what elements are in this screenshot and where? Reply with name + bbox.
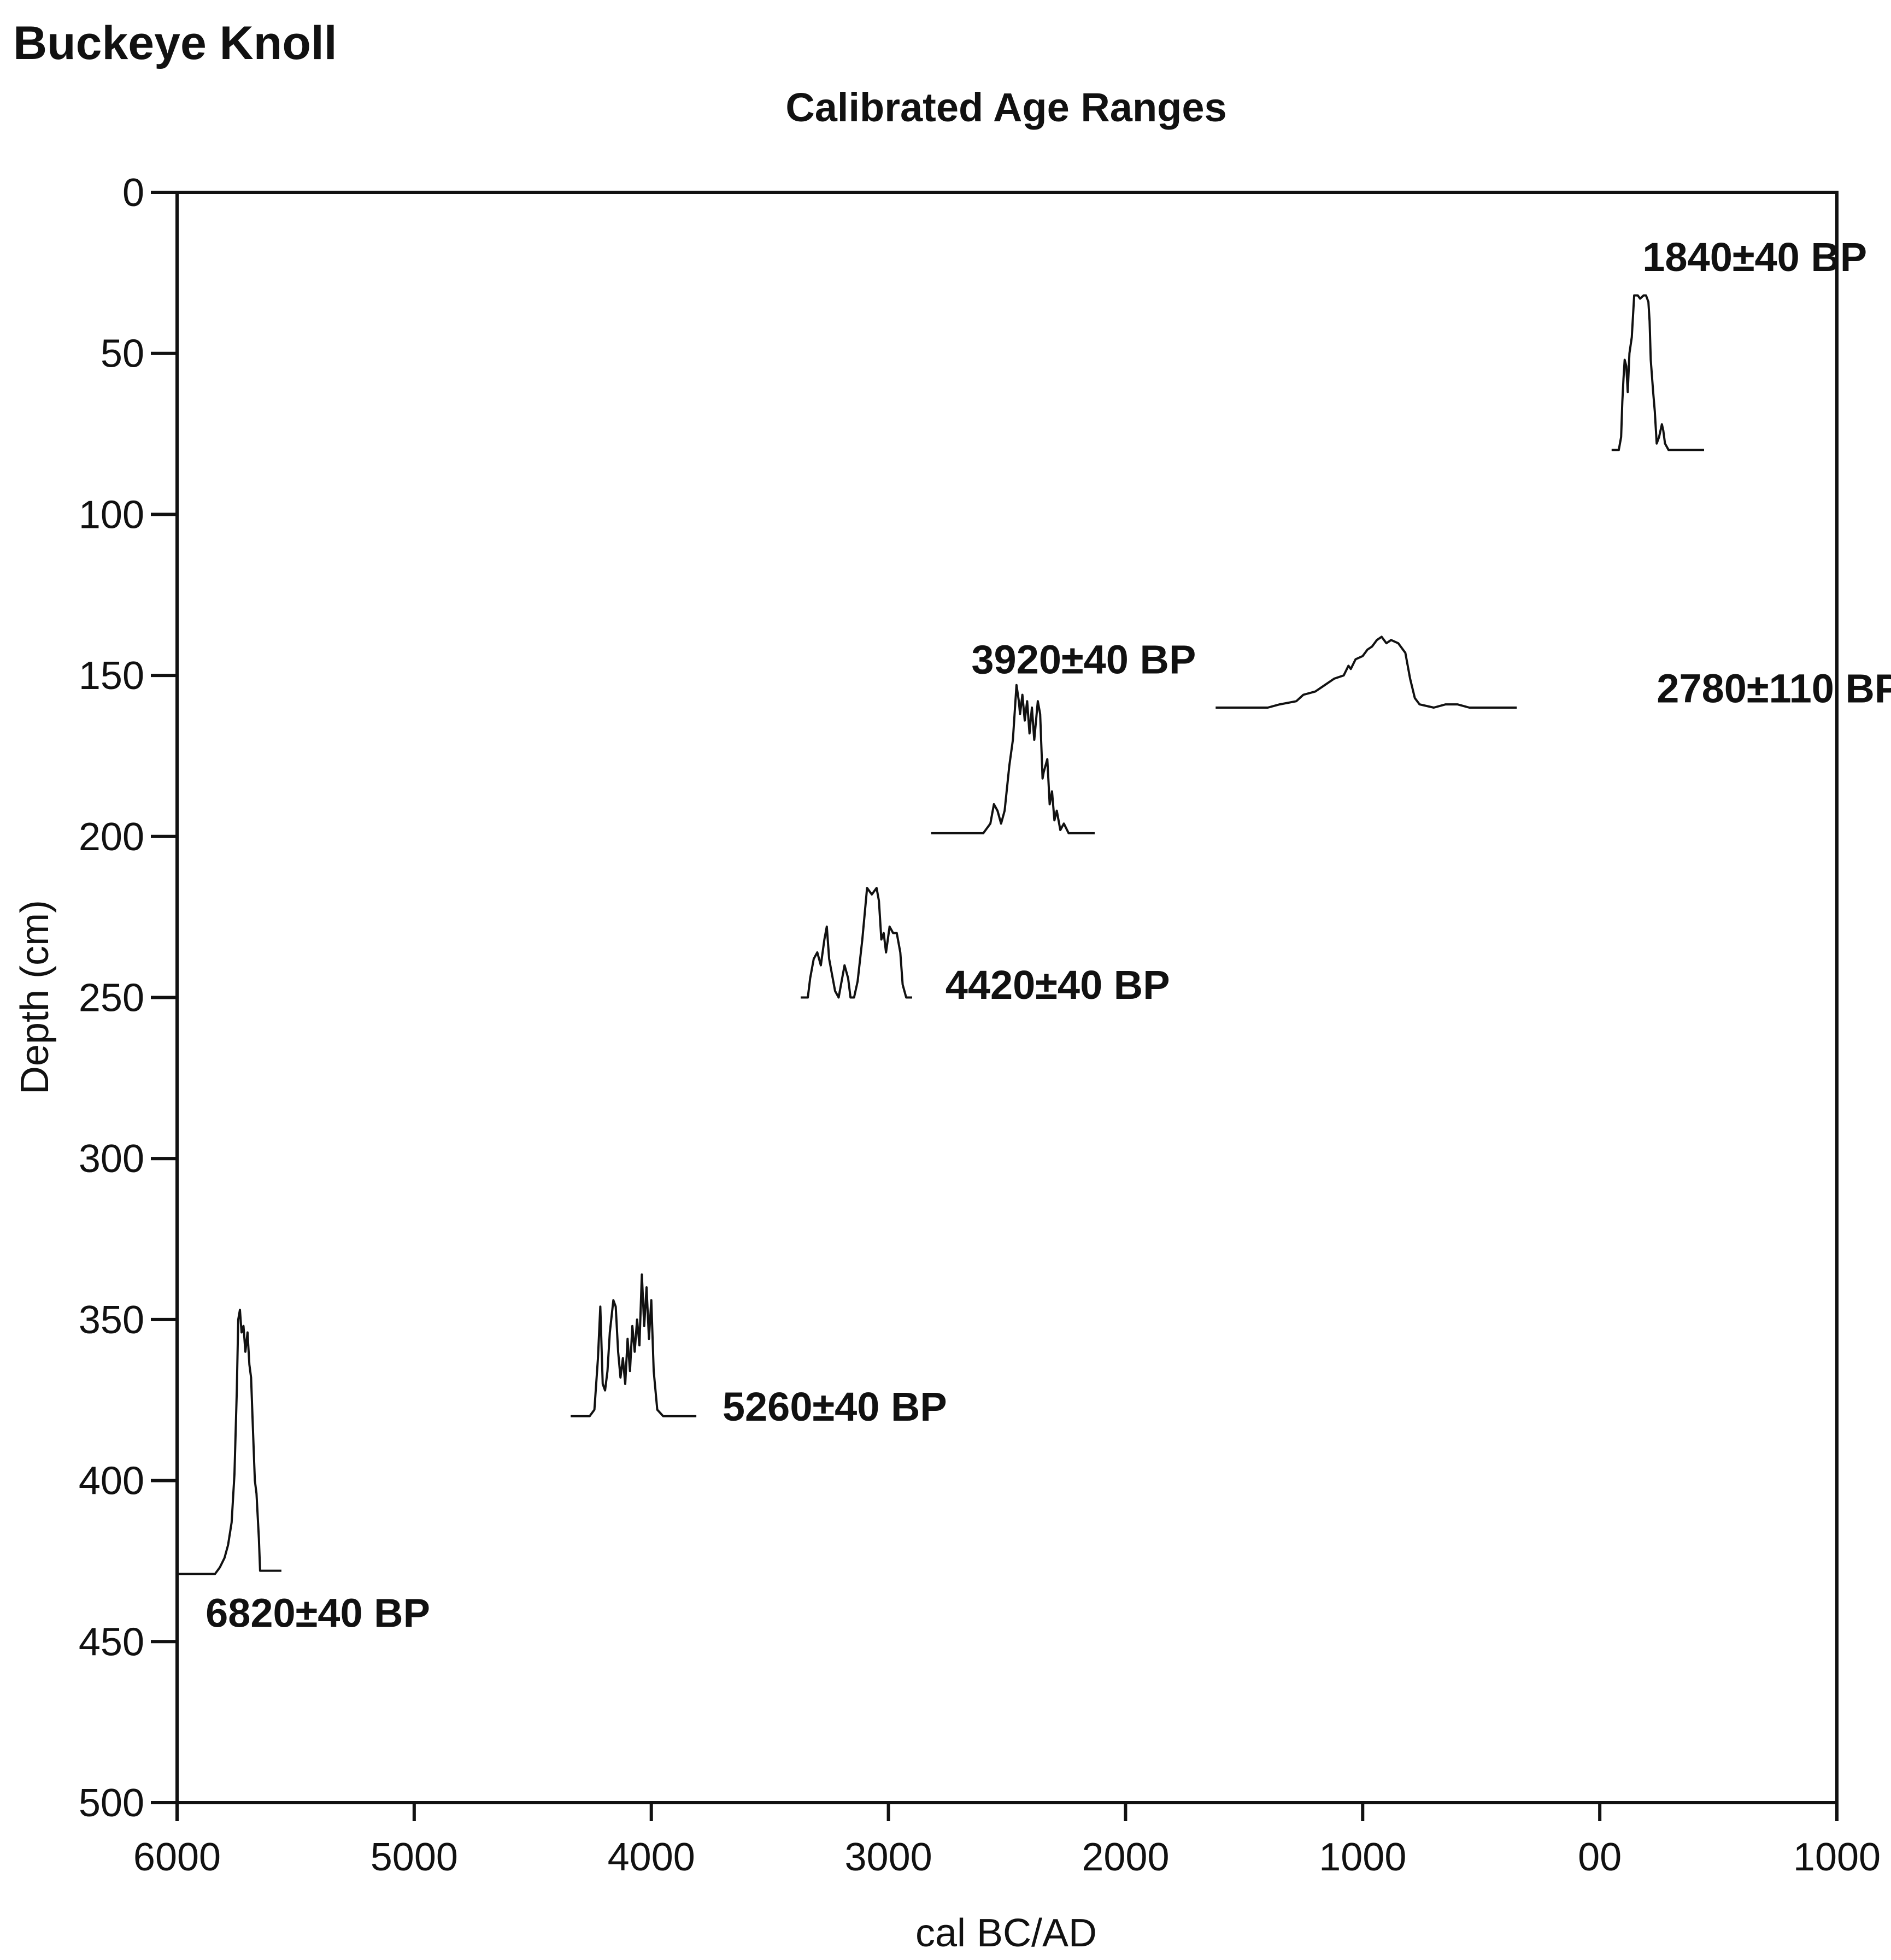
probability-curve <box>571 1273 697 1417</box>
probability-curve <box>801 887 912 999</box>
x-tick-label: 1000 <box>1319 1835 1406 1879</box>
chart-title: Calibrated Age Ranges <box>785 85 1226 130</box>
y-tick-label: 400 <box>79 1459 144 1503</box>
y-tick-label: 100 <box>79 493 144 537</box>
y-tick-label: 300 <box>79 1137 144 1181</box>
y-tick-label: 0 <box>122 171 144 215</box>
date-label: 2780±110 BP <box>1657 666 1891 711</box>
probability-curve <box>1215 635 1517 709</box>
y-tick-label: 350 <box>79 1298 144 1342</box>
y-tick-label: 150 <box>79 654 144 698</box>
x-axis-label: cal BC/AD <box>915 1911 1097 1955</box>
x-tick-label: 5000 <box>371 1835 458 1879</box>
y-tick-label: 50 <box>101 332 144 376</box>
y-tick-label: 450 <box>79 1620 144 1664</box>
date-label: 6820±40 BP <box>205 1590 430 1635</box>
date-label: 1840±40 BP <box>1642 234 1867 280</box>
x-tick-label: 2000 <box>1082 1835 1169 1879</box>
x-axis: 6000 5000 4000 3000 2000 1000 00 1000 <box>133 1803 1881 1879</box>
probability-curve <box>177 1309 281 1575</box>
x-tick-label: 6000 <box>133 1835 221 1879</box>
probability-curves <box>177 294 1704 1575</box>
date-label: 3920±40 BP <box>971 637 1196 682</box>
probability-curve <box>1611 294 1704 451</box>
x-tick-label: 3000 <box>844 1835 932 1879</box>
x-tick-label: 1000 <box>1793 1835 1881 1879</box>
y-tick-label: 200 <box>79 815 144 859</box>
x-tick-label: 4000 <box>608 1835 695 1879</box>
y-axis: 0 50 100 150 200 250 300 350 400 450 500 <box>79 171 177 1825</box>
y-tick-label: 250 <box>79 976 144 1020</box>
site-title: Buckeye Knoll <box>13 17 337 69</box>
date-label: 4420±40 BP <box>946 962 1170 1008</box>
probability-curve <box>931 684 1095 834</box>
date-label: 5260±40 BP <box>723 1384 947 1429</box>
x-tick-label: 00 <box>1578 1835 1622 1879</box>
date-labels: 1840±40 BP 2780±110 BP 3920±40 BP 4420±40 B… <box>205 234 1891 1635</box>
y-axis-label: Depth (cm) <box>13 900 57 1094</box>
y-tick-label: 500 <box>79 1781 144 1825</box>
